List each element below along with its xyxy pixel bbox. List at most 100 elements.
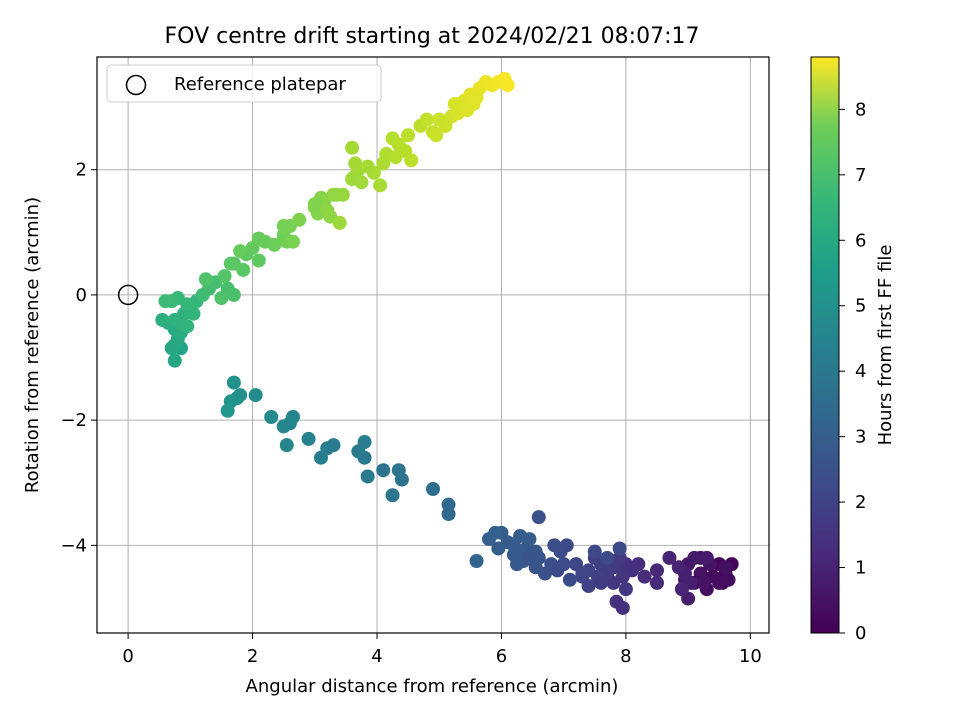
data-point: [264, 410, 279, 424]
x-tick-label: 0: [122, 646, 133, 667]
data-point: [696, 575, 711, 590]
data-point: [522, 550, 537, 565]
data-point: [226, 287, 241, 302]
data-point: [329, 187, 344, 202]
data-point: [650, 563, 664, 578]
colorbar-tick-label: 8: [855, 99, 866, 120]
data-point: [217, 269, 232, 284]
data-point: [198, 272, 213, 287]
data-point: [155, 312, 170, 327]
data-point: [500, 78, 515, 93]
data-point: [612, 541, 627, 556]
data-point: [469, 554, 484, 568]
data-point: [522, 532, 537, 547]
colorbar-tick-label: 6: [855, 230, 866, 251]
data-point: [248, 388, 263, 403]
data-point: [699, 550, 714, 565]
data-point: [385, 488, 400, 503]
data-point: [559, 538, 574, 553]
data-point: [354, 175, 369, 190]
grid: [97, 57, 769, 633]
data-point: [360, 159, 375, 174]
chart-title: FOV centre drift starting at 2024/02/21 …: [165, 24, 700, 49]
data-point: [506, 547, 521, 562]
data-point: [460, 103, 475, 118]
data-point: [301, 431, 316, 446]
y-tick-label: −2: [60, 410, 87, 431]
data-point: [180, 319, 195, 334]
data-point: [226, 375, 241, 390]
data-point: [441, 507, 456, 522]
data-point: [531, 510, 546, 525]
colorbar-tick-label: 0: [855, 623, 866, 644]
data-point: [214, 291, 229, 306]
data-point: [562, 572, 577, 587]
colorbar-tick-label: 3: [855, 427, 866, 448]
plot-frame: [96, 56, 770, 634]
x-tick-label: 4: [371, 646, 382, 667]
data-point: [404, 153, 419, 168]
data-point: [581, 579, 596, 594]
x-tick-label: 10: [739, 646, 762, 667]
colorbar-tick-label: 2: [855, 492, 866, 513]
data-point: [360, 469, 375, 484]
data-point: [279, 438, 294, 453]
x-tick-label: 8: [620, 646, 631, 667]
y-tick-label: 0: [76, 285, 87, 306]
colorbar-label: Hours from first FF file: [875, 245, 896, 446]
legend-box: [106, 64, 382, 103]
data-point: [491, 541, 506, 556]
legend: Reference platepar: [106, 64, 382, 103]
data-point: [718, 560, 733, 575]
data-point: [276, 419, 291, 434]
data-point: [429, 128, 444, 143]
colorbar-ticks: 0 1 2 3 4 5 6 7 8: [839, 99, 866, 644]
data-point: [712, 575, 727, 590]
data-point: [223, 256, 238, 271]
x-tick-label: 2: [247, 646, 258, 667]
data-point: [314, 450, 328, 465]
data-point: [357, 435, 372, 450]
data-point: [419, 112, 434, 127]
x-tick-label: 6: [496, 646, 507, 667]
data-point: [236, 262, 251, 277]
data-point: [615, 600, 630, 615]
data-point: [345, 140, 360, 155]
data-point: [220, 403, 235, 418]
data-point: [671, 560, 686, 575]
data-point: [394, 472, 409, 487]
data-point: [547, 538, 562, 553]
reference-point-marker: [117, 284, 139, 306]
data-point: [594, 575, 608, 590]
data-point: [233, 244, 248, 259]
data-point: [158, 294, 173, 309]
colorbar-tick-label: 7: [855, 165, 866, 186]
data-point: [587, 544, 602, 559]
x-axis-label: Angular distance from reference (arcmin): [246, 676, 619, 697]
data-point: [650, 575, 664, 590]
data-point: [637, 569, 652, 584]
data-point: [401, 128, 416, 143]
data-point: [292, 212, 307, 227]
colorbar: 0 1 2 3 4 5 6 7 8 Hours from first FF file: [810, 56, 896, 644]
legend-label: Reference platepar: [174, 74, 346, 95]
data-point: [332, 215, 347, 230]
data-point: [687, 550, 702, 565]
y-axis-label: Rotation from reference (arcmin): [22, 197, 43, 493]
data-point: [618, 582, 633, 597]
data-point: [575, 566, 590, 581]
colorbar-tick-label: 5: [855, 296, 866, 317]
data-point: [426, 482, 440, 496]
legend-marker-icon: [125, 74, 147, 96]
data-point: [307, 197, 322, 212]
data-point: [348, 156, 363, 171]
data-point: [550, 563, 565, 578]
colorbar-gradient: [810, 56, 840, 634]
data-point: [167, 353, 182, 368]
data-point: [286, 234, 300, 249]
axes: 0 2 4 6 8 10 −4 −2 0 2: [60, 56, 770, 667]
data-point: [674, 582, 689, 597]
colorbar-tick-label: 4: [855, 361, 866, 382]
data-point: [388, 150, 403, 165]
